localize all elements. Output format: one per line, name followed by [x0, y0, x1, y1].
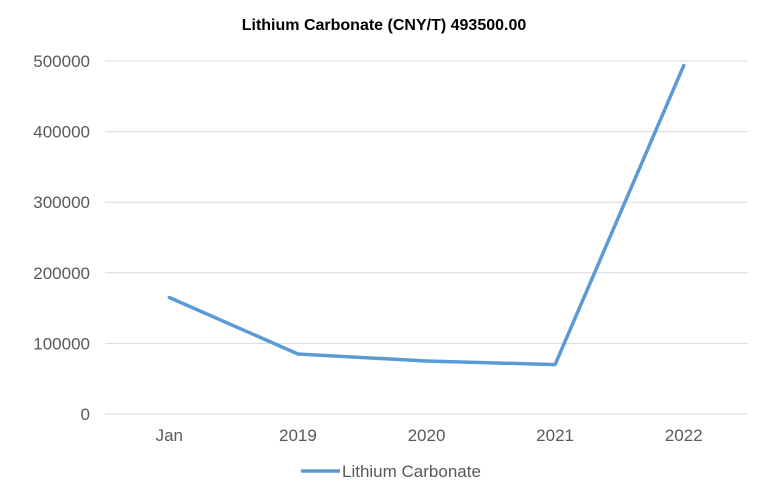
- data-point: [425, 359, 428, 363]
- data-point: [296, 352, 300, 356]
- x-tick-label: 2019: [279, 426, 317, 445]
- legend-label: Lithium Carbonate: [342, 462, 481, 481]
- x-tick-label: 2022: [665, 426, 703, 445]
- x-tick-label: 2020: [408, 426, 446, 445]
- y-tick-label: 100000: [33, 334, 90, 353]
- y-tick-label: 200000: [33, 264, 90, 283]
- y-tick-label: 300000: [33, 193, 90, 212]
- data-point: [167, 296, 171, 300]
- chart-title: Lithium Carbonate (CNY/T) 493500.00: [241, 17, 527, 34]
- x-tick-label: 2021: [536, 426, 574, 445]
- series: [167, 63, 686, 367]
- legend: Lithium Carbonate: [301, 462, 481, 481]
- y-axis-ticks: 0 100000 200000 300000 400000 500000: [33, 52, 90, 424]
- x-axis-ticks: Jan 2019 2020 2021 2022: [156, 426, 703, 445]
- y-tick-label: 500000: [33, 52, 90, 71]
- data-point: [682, 64, 686, 68]
- series-line: [167, 63, 686, 367]
- x-tick-label: Jan: [156, 426, 183, 445]
- y-tick-label: 400000: [33, 123, 90, 142]
- gridlines: [105, 60, 748, 415]
- y-tick-label: 0: [81, 405, 90, 424]
- data-point: [553, 363, 557, 367]
